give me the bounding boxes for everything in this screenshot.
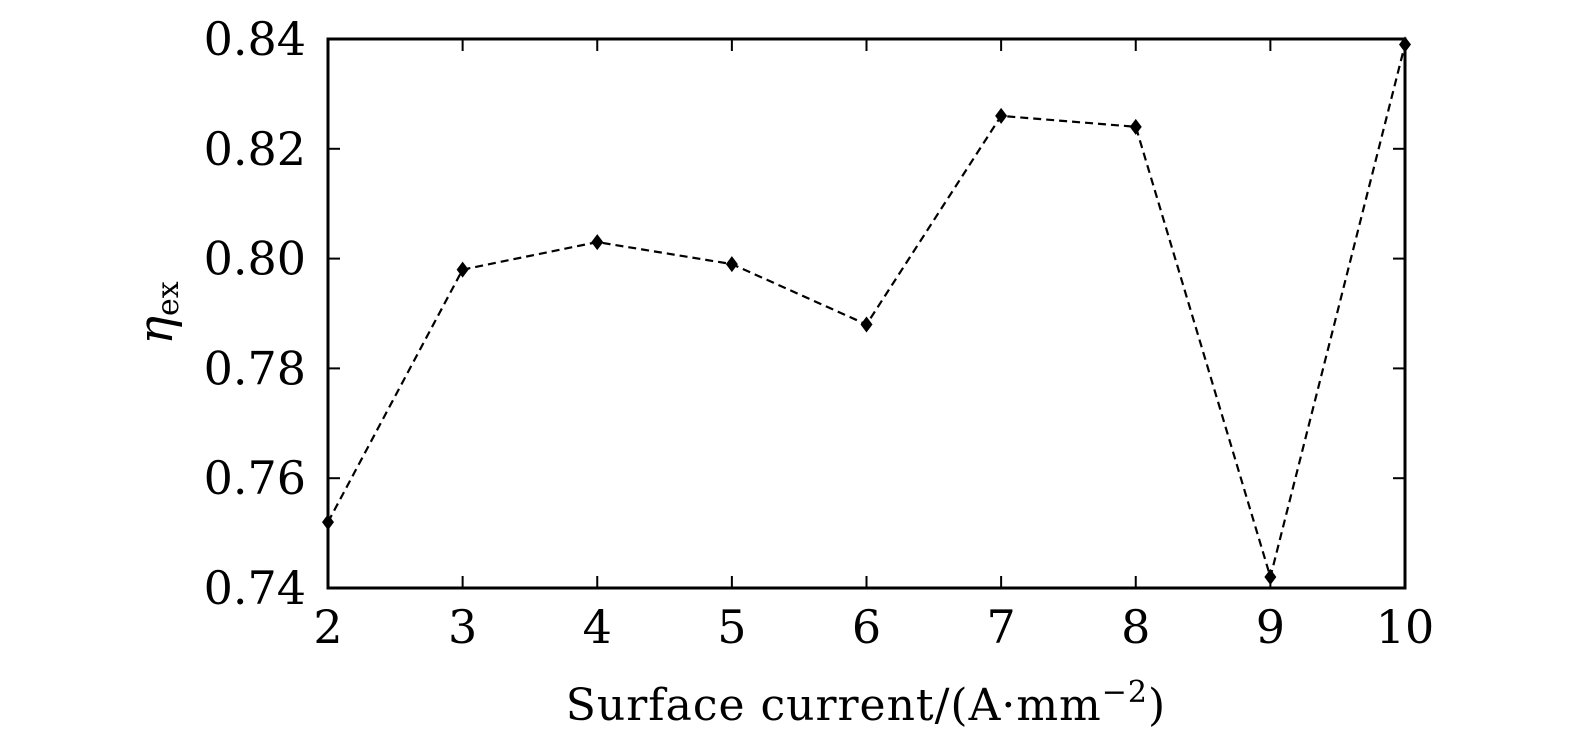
x-tick-label: 2 xyxy=(313,600,342,654)
x-axis-title: Surface current/(A·mm−2) xyxy=(566,675,1166,731)
data-point xyxy=(322,514,334,531)
data-series xyxy=(322,36,1411,586)
x-axis-ticks: 2 3 4 5 6 7 8 9 10 xyxy=(313,39,1434,654)
y-axis-ticks: 0.74 0.76 0.78 0.80 0.82 0.84 xyxy=(204,12,1405,615)
y-tick-label: 0.76 xyxy=(204,451,306,505)
x-tick-label: 5 xyxy=(717,600,746,654)
plot-frame xyxy=(326,37,1407,590)
data-point xyxy=(456,261,469,278)
data-point xyxy=(995,107,1008,124)
data-point xyxy=(591,234,604,251)
data-point xyxy=(1129,118,1142,135)
data-point xyxy=(725,256,738,273)
x-tick-label: 7 xyxy=(986,600,1015,654)
x-tick-label: 8 xyxy=(1121,600,1150,654)
y-axis-title: ηex xyxy=(128,281,186,345)
x-tick-label: 3 xyxy=(448,600,477,654)
x-tick-label: 10 xyxy=(1376,600,1435,654)
data-point xyxy=(1399,36,1411,53)
y-tick-label: 0.80 xyxy=(204,232,306,286)
y-tick-label: 0.82 xyxy=(204,122,306,176)
x-tick-label: 6 xyxy=(852,600,881,654)
data-point xyxy=(860,316,873,333)
y-tick-label: 0.84 xyxy=(204,12,306,66)
series-line xyxy=(327,44,1407,582)
y-tick-label: 0.74 xyxy=(204,561,306,615)
data-point xyxy=(1264,569,1277,586)
x-tick-label: 9 xyxy=(1256,600,1285,654)
x-tick-label: 4 xyxy=(583,600,612,654)
y-tick-label: 0.78 xyxy=(204,341,306,395)
